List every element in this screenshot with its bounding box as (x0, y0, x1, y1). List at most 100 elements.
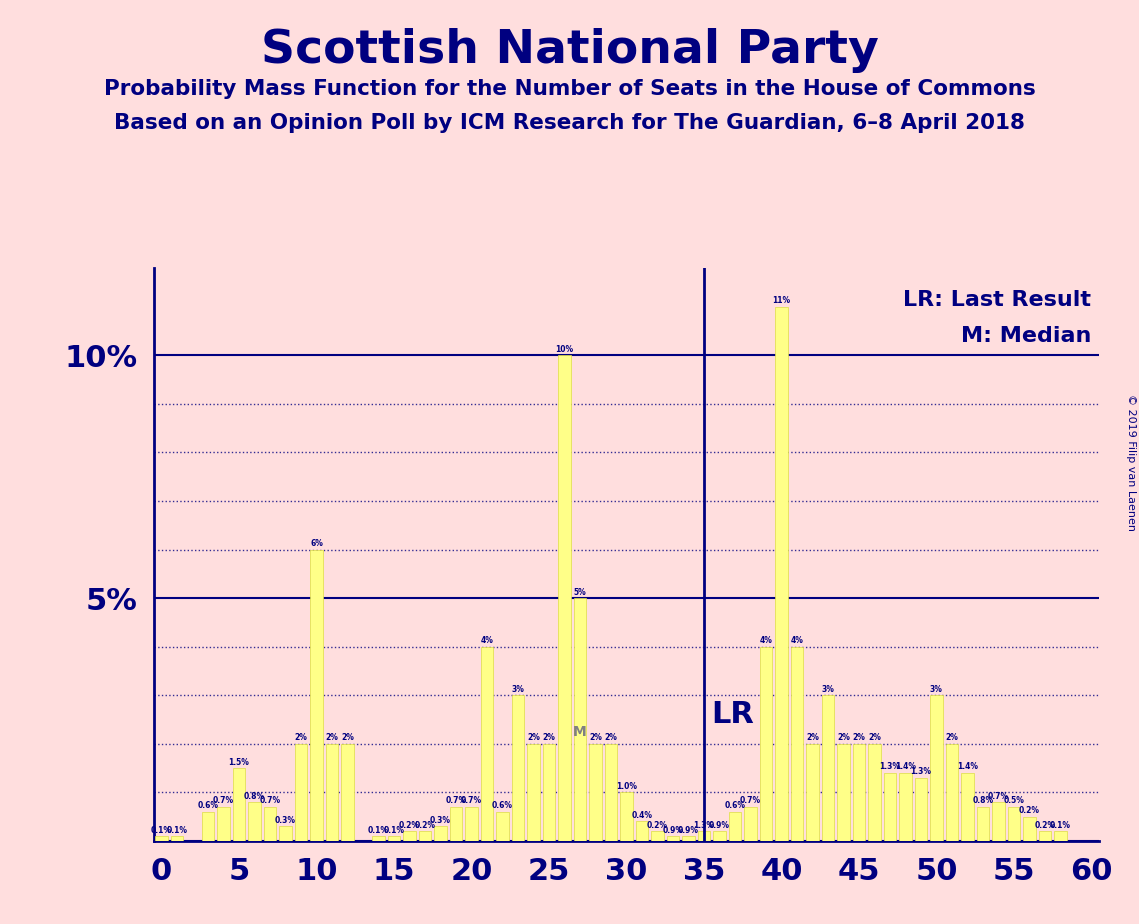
Text: 0.1%: 0.1% (384, 825, 404, 834)
Text: 0.3%: 0.3% (431, 816, 451, 825)
Text: 2%: 2% (589, 734, 601, 742)
Text: 0.6%: 0.6% (197, 801, 219, 810)
Bar (202, 811, 214, 841)
Text: 6%: 6% (310, 539, 323, 548)
Text: 0.5%: 0.5% (1003, 796, 1024, 806)
Text: 1.3%: 1.3% (879, 762, 901, 772)
Bar (837, 744, 850, 841)
Text: 0.1%: 0.1% (166, 825, 188, 834)
Text: 11%: 11% (772, 297, 790, 305)
Text: 1.4%: 1.4% (895, 762, 916, 772)
Bar (713, 831, 726, 841)
Bar (419, 831, 432, 841)
Bar (961, 772, 974, 841)
Text: M: Median: M: Median (961, 326, 1091, 346)
Bar (698, 831, 710, 841)
Text: 2%: 2% (295, 734, 308, 742)
Bar (248, 802, 261, 841)
Bar (790, 647, 803, 841)
Text: 0.7%: 0.7% (461, 796, 482, 806)
Bar (279, 826, 292, 841)
Text: 0.7%: 0.7% (260, 796, 280, 806)
Bar (387, 836, 400, 841)
Bar (372, 836, 385, 841)
Text: 0.9%: 0.9% (678, 825, 699, 834)
Text: 0.8%: 0.8% (244, 792, 265, 800)
Text: 3%: 3% (821, 685, 835, 694)
Text: Scottish National Party: Scottish National Party (261, 28, 878, 73)
Bar (868, 744, 880, 841)
Text: 1.0%: 1.0% (616, 782, 637, 791)
Text: 0.2%: 0.2% (647, 821, 667, 830)
Bar (1008, 807, 1021, 841)
Bar (652, 831, 664, 841)
Bar (621, 792, 632, 841)
Bar (915, 778, 927, 841)
Bar (821, 695, 834, 841)
Bar (682, 836, 695, 841)
Bar (543, 744, 555, 841)
Bar (977, 807, 989, 841)
Text: 0.2%: 0.2% (1019, 806, 1040, 815)
Bar (945, 744, 958, 841)
Text: 2%: 2% (852, 734, 866, 742)
Text: © 2019 Filip van Laenen: © 2019 Filip van Laenen (1125, 394, 1136, 530)
Bar (497, 811, 509, 841)
Text: 0.1%: 0.1% (151, 825, 172, 834)
Text: 2%: 2% (945, 734, 958, 742)
Bar (853, 744, 866, 841)
Text: Probability Mass Function for the Number of Seats in the House of Commons: Probability Mass Function for the Number… (104, 79, 1035, 99)
Bar (589, 744, 601, 841)
Text: 2%: 2% (326, 734, 338, 742)
Text: 0.1%: 0.1% (368, 825, 390, 834)
Text: 0.3%: 0.3% (274, 816, 296, 825)
Bar (155, 836, 167, 841)
Text: 4%: 4% (790, 637, 803, 645)
Text: LR: Last Result: LR: Last Result (903, 290, 1091, 310)
Text: 2%: 2% (837, 734, 850, 742)
Bar (899, 772, 911, 841)
Bar (605, 744, 617, 841)
Bar (342, 744, 354, 841)
Text: 3%: 3% (929, 685, 943, 694)
Text: 0.2%: 0.2% (399, 821, 420, 830)
Bar (884, 772, 896, 841)
Bar (666, 836, 679, 841)
Text: 4%: 4% (481, 637, 493, 645)
Text: 2%: 2% (868, 734, 880, 742)
Bar (1039, 831, 1051, 841)
Text: 0.6%: 0.6% (492, 801, 513, 810)
Bar (931, 695, 943, 841)
Text: 0.2%: 0.2% (415, 821, 435, 830)
Bar (218, 807, 230, 841)
Bar (232, 768, 245, 841)
Text: 1.3%: 1.3% (910, 767, 932, 776)
Text: 2%: 2% (542, 734, 556, 742)
Bar (1023, 817, 1035, 841)
Text: 0.7%: 0.7% (988, 792, 1009, 800)
Bar (264, 807, 276, 841)
Text: 2%: 2% (341, 734, 354, 742)
Bar (511, 695, 524, 841)
Text: 0.4%: 0.4% (631, 811, 653, 820)
Bar (574, 598, 587, 841)
Text: LR: LR (712, 700, 754, 729)
Bar (760, 647, 772, 841)
Text: M: M (573, 724, 587, 738)
Text: 0.7%: 0.7% (445, 796, 467, 806)
Bar (1055, 831, 1066, 841)
Bar (465, 807, 477, 841)
Text: 2%: 2% (806, 734, 819, 742)
Bar (558, 356, 571, 841)
Bar (295, 744, 308, 841)
Text: 0.1%: 0.1% (1050, 821, 1071, 830)
Text: 10%: 10% (556, 345, 574, 354)
Bar (450, 807, 462, 841)
Bar (326, 744, 338, 841)
Text: 0.7%: 0.7% (740, 796, 761, 806)
Bar (744, 807, 756, 841)
Text: Based on an Opinion Poll by ICM Research for The Guardian, 6–8 April 2018: Based on an Opinion Poll by ICM Research… (114, 113, 1025, 133)
Bar (171, 836, 183, 841)
Bar (992, 802, 1005, 841)
Text: 0.7%: 0.7% (213, 796, 235, 806)
